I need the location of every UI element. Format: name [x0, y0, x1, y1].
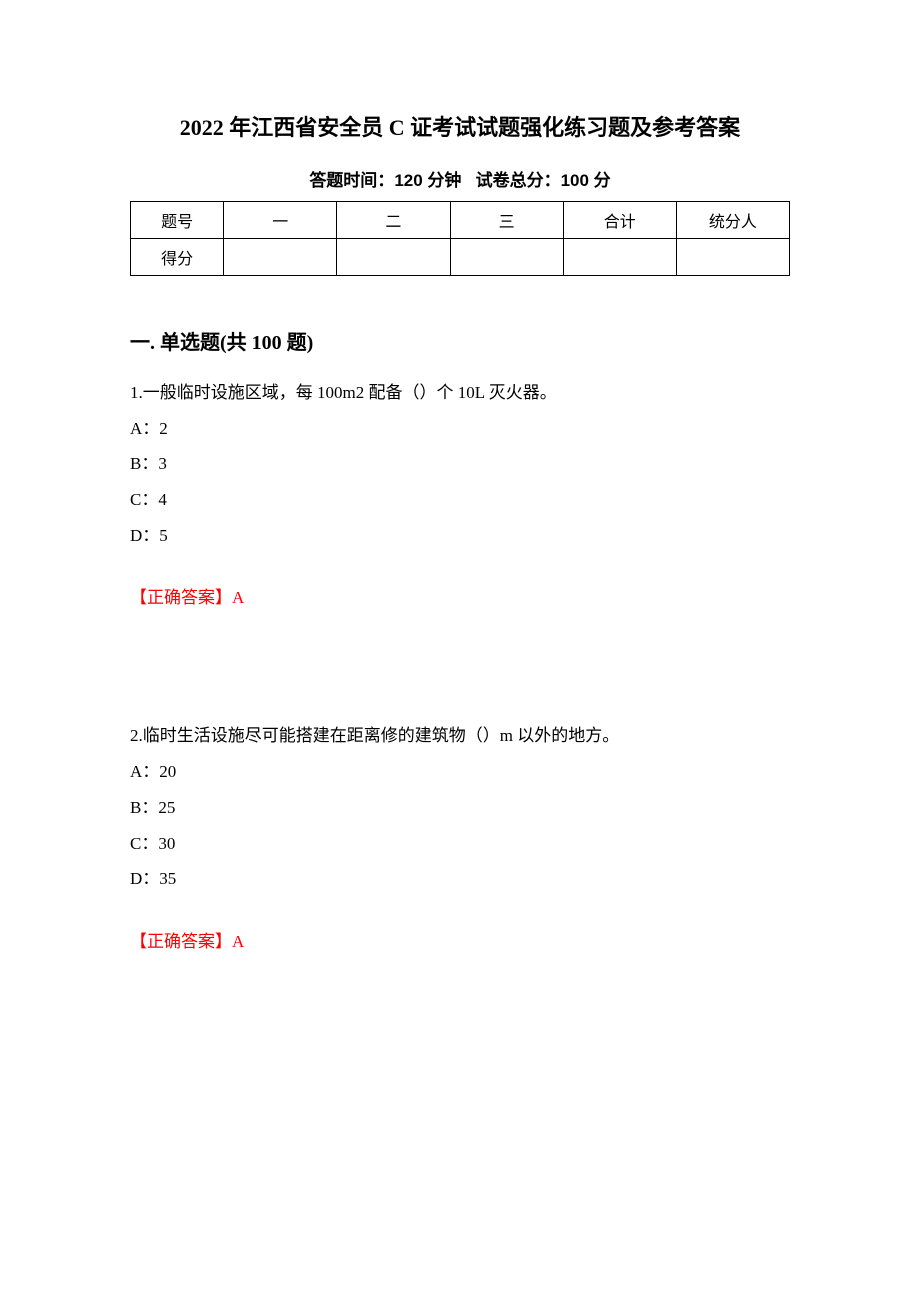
option-label: B：	[130, 454, 158, 473]
answer-value: A	[232, 588, 244, 607]
option-label: D：	[130, 526, 159, 545]
table-cell	[450, 239, 563, 276]
option: C：4	[130, 482, 790, 518]
option-value: 5	[159, 526, 168, 545]
answer-value: A	[232, 932, 244, 951]
option-value: 4	[158, 490, 167, 509]
table-header-cell: 题号	[131, 202, 224, 239]
table-row-label: 得分	[131, 239, 224, 276]
option: A：2	[130, 411, 790, 447]
table-cell	[676, 239, 789, 276]
option-value: 3	[158, 454, 167, 473]
table-header-cell: 统分人	[676, 202, 789, 239]
table-cell	[337, 239, 450, 276]
answer: 【正确答案】A	[130, 583, 790, 608]
time-label: 答题时间：	[309, 171, 394, 190]
table-header-cell: 二	[337, 202, 450, 239]
option-label: C：	[130, 490, 158, 509]
option: C：30	[130, 826, 790, 862]
option: B：25	[130, 790, 790, 826]
option-label: A：	[130, 419, 159, 438]
table-header-cell: 合计	[563, 202, 676, 239]
question-body: 临时生活设施尽可能搭建在距离修的建筑物（）m 以外的地方。	[143, 726, 619, 745]
option-label: D：	[130, 869, 159, 888]
question-text: 1.一般临时设施区域，每 100m2 配备（）个 10L 灭火器。	[130, 375, 790, 411]
document-title: 2022 年江西省安全员 C 证考试试题强化练习题及参考答案	[130, 110, 790, 142]
question-block: 1.一般临时设施区域，每 100m2 配备（）个 10L 灭火器。 A：2 B：…	[130, 375, 790, 553]
option: D：35	[130, 861, 790, 897]
score-table: 题号 一 二 三 合计 统分人 得分	[130, 201, 790, 276]
document-subtitle: 答题时间：120 分钟 试卷总分：100 分	[130, 166, 790, 191]
option-value: 20	[159, 762, 176, 781]
score-value: 100 分	[561, 171, 611, 190]
question-text: 2.临时生活设施尽可能搭建在距离修的建筑物（）m 以外的地方。	[130, 718, 790, 754]
question-body: 一般临时设施区域，每 100m2 配备（）个 10L 灭火器。	[143, 383, 557, 402]
question-number: 2.	[130, 726, 143, 745]
option-value: 35	[159, 869, 176, 888]
option: D：5	[130, 518, 790, 554]
table-score-row: 得分	[131, 239, 790, 276]
option-value: 25	[158, 798, 175, 817]
question-block: 2.临时生活设施尽可能搭建在距离修的建筑物（）m 以外的地方。 A：20 B：2…	[130, 718, 790, 896]
answer-label: 【正确答案】	[130, 932, 232, 951]
table-cell	[224, 239, 337, 276]
option-label: C：	[130, 834, 158, 853]
option-value: 30	[158, 834, 175, 853]
score-label: 试卷总分：	[476, 171, 561, 190]
table-header-row: 题号 一 二 三 合计 统分人	[131, 202, 790, 239]
answer: 【正确答案】A	[130, 927, 790, 952]
option-label: A：	[130, 762, 159, 781]
table-header-cell: 三	[450, 202, 563, 239]
section-heading: 一. 单选题(共 100 题)	[130, 326, 790, 355]
option: A：20	[130, 754, 790, 790]
option-label: B：	[130, 798, 158, 817]
question-number: 1.	[130, 383, 143, 402]
table-header-cell: 一	[224, 202, 337, 239]
option-value: 2	[159, 419, 168, 438]
table-cell	[563, 239, 676, 276]
answer-label: 【正确答案】	[130, 588, 232, 607]
time-value: 120 分钟	[394, 171, 461, 190]
option: B：3	[130, 446, 790, 482]
